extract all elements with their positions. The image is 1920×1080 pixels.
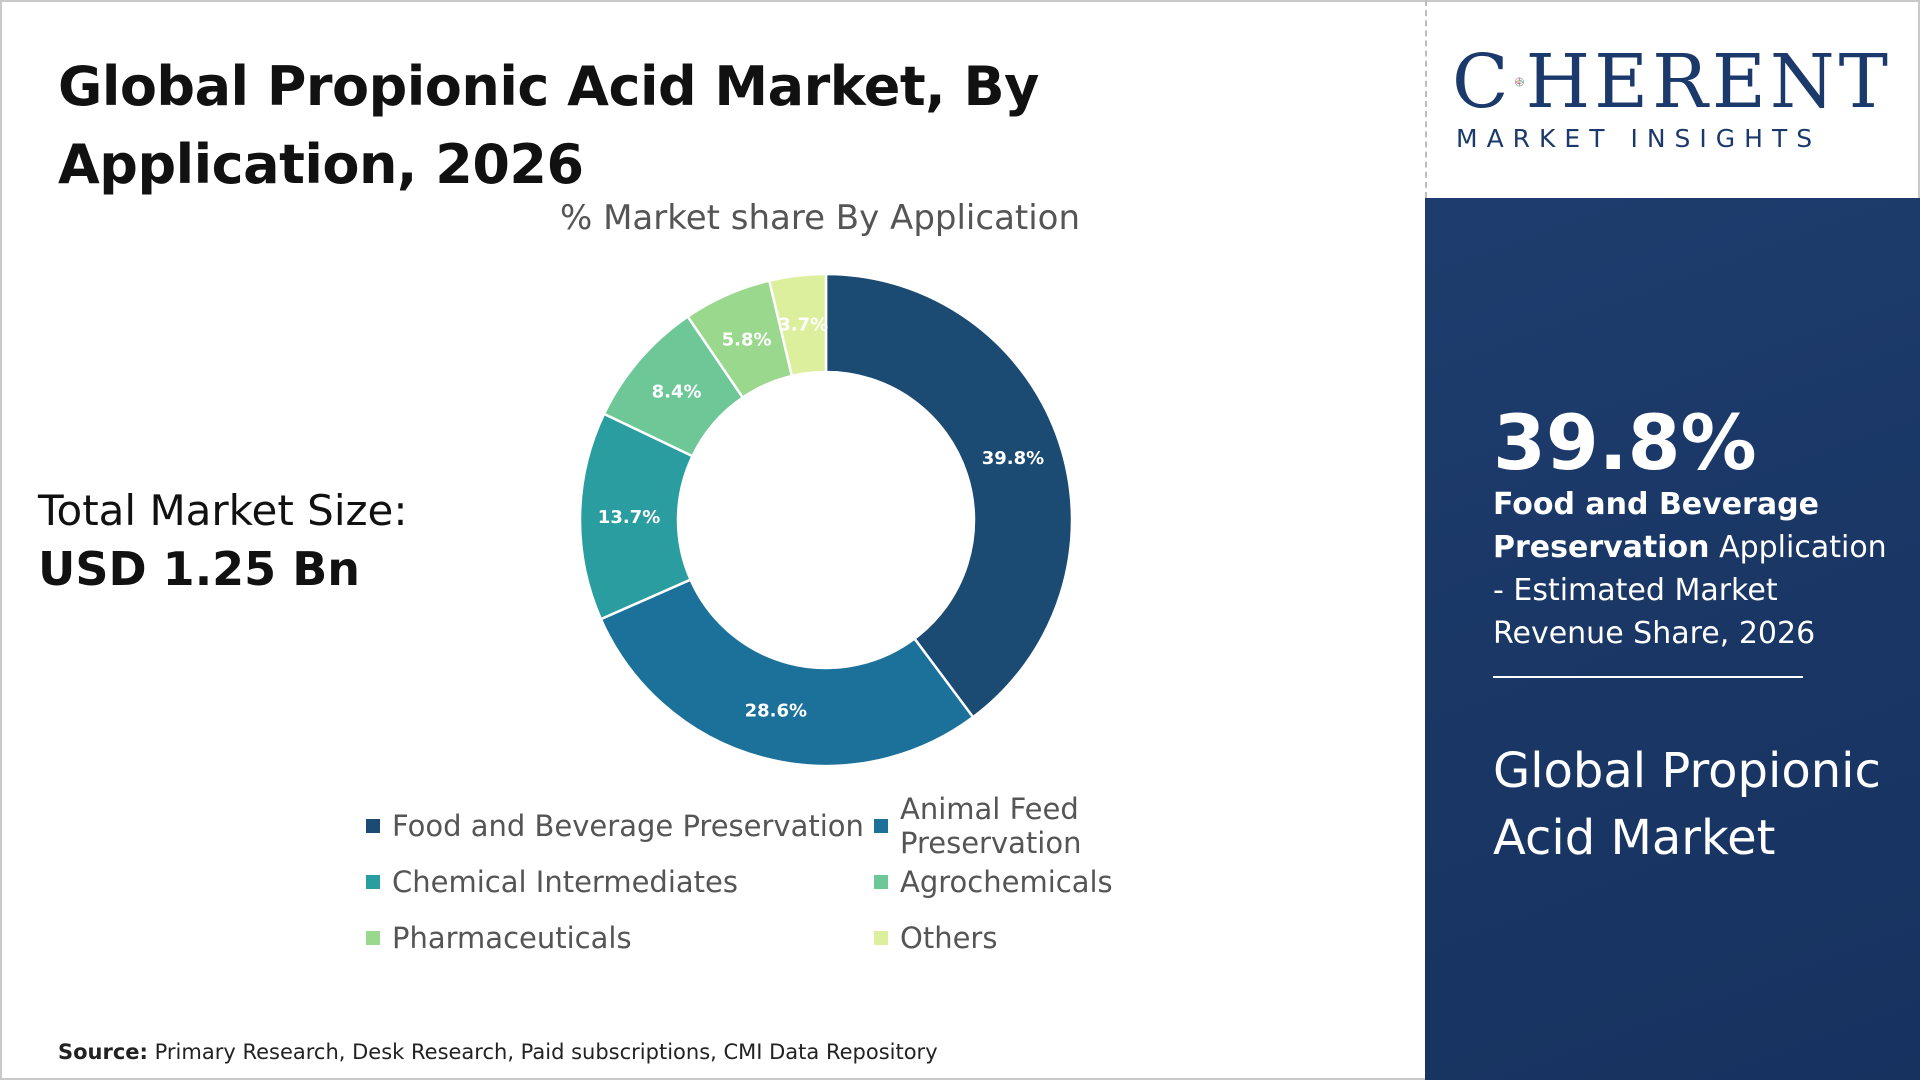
header-divider xyxy=(1425,0,1427,198)
source-text: Primary Research, Desk Research, Paid su… xyxy=(147,1040,938,1064)
logo-subtitle: MARKET INSIGHTS xyxy=(1456,124,1822,153)
highlight-percent: 39.8% xyxy=(1493,398,1757,487)
logo-dot xyxy=(1519,81,1522,83)
legend-swatch xyxy=(366,875,380,889)
legend-item: Animal Feed Preservation xyxy=(874,792,1264,860)
logo-ring xyxy=(1514,77,1524,87)
legend-swatch xyxy=(874,931,888,945)
logo-dot xyxy=(1518,79,1520,82)
logo-dot xyxy=(1515,81,1517,83)
logo-dot xyxy=(1516,81,1519,83)
legend-label: Animal Feed Preservation xyxy=(900,792,1082,860)
legend-swatch xyxy=(874,875,888,889)
legend-label: Others xyxy=(900,921,998,955)
highlight-description: Food and Beverage Preservation Applicati… xyxy=(1493,483,1903,655)
chart-legend: Food and Beverage Preservation Animal Fee… xyxy=(366,792,1266,956)
donut-slice xyxy=(599,577,975,768)
logo-dot xyxy=(1518,82,1520,85)
slice-data-label: 5.8% xyxy=(722,330,772,351)
logo-dot xyxy=(1518,81,1520,83)
legend-swatch xyxy=(366,819,380,833)
total-market-size-value: USD 1.25 Bn xyxy=(38,542,360,596)
legend-item: Chemical Intermediates xyxy=(366,864,874,900)
legend-label: Agrochemicals xyxy=(900,865,1113,899)
logo-text-herent: HERENT xyxy=(1525,39,1892,125)
page-title: Global Propionic Acid Market, By Applica… xyxy=(58,55,1039,196)
source-prefix: Source: xyxy=(58,1040,148,1064)
legend-label: Chemical Intermediates xyxy=(392,865,738,899)
logo-letter-c: C xyxy=(1452,39,1513,125)
source-note: Source: Primary Research, Desk Research,… xyxy=(58,1040,938,1064)
legend-item: Pharmaceuticals xyxy=(366,920,874,956)
logo-dot xyxy=(1518,84,1520,86)
market-name: Global Propionic Acid Market xyxy=(1493,743,1881,866)
legend-swatch xyxy=(874,819,888,833)
legend-item: Agrochemicals xyxy=(874,864,1264,900)
logo-dot xyxy=(1521,81,1523,83)
logo-dots-icon xyxy=(1514,77,1524,87)
side-panel: 39.8% Food and Beverage Preservation App… xyxy=(1425,198,1920,1080)
slice-data-label: 8.4% xyxy=(652,382,702,403)
legend-label: Food and Beverage Preservation xyxy=(392,809,864,843)
logo-dot xyxy=(1516,82,1519,85)
highlight-segment: Food and Beverage Preservation xyxy=(1493,487,1819,565)
legend-label: Pharmaceuticals xyxy=(392,921,632,955)
logo-dot xyxy=(1518,78,1520,80)
donut-slice xyxy=(767,272,828,378)
legend-item: Others xyxy=(874,920,1264,956)
chart-title: % Market share By Application xyxy=(559,198,1081,238)
slice-data-label: 28.6% xyxy=(745,700,807,721)
highlight-caption: Application - Estimated Market Revenue S… xyxy=(1493,530,1887,651)
logo-dot xyxy=(1516,79,1519,82)
donut-slice xyxy=(824,272,1074,719)
slice-data-label: 13.7% xyxy=(598,507,660,528)
total-market-size-label: Total Market Size: xyxy=(38,486,408,535)
company-logo: C HERENT MARKET INSIGHTS xyxy=(1452,42,1892,153)
logo-dot xyxy=(1519,82,1522,85)
logo-dot xyxy=(1519,79,1522,82)
panel-divider xyxy=(1493,676,1803,678)
slice-data-label: 3.7% xyxy=(778,314,828,335)
slice-data-label: 39.8% xyxy=(982,448,1044,469)
legend-swatch xyxy=(366,931,380,945)
legend-item: Food and Beverage Preservation xyxy=(366,808,874,844)
donut-chart: 39.8% 28.6% 13.7% 8.4% 5.8% 3.7% xyxy=(578,272,1074,768)
